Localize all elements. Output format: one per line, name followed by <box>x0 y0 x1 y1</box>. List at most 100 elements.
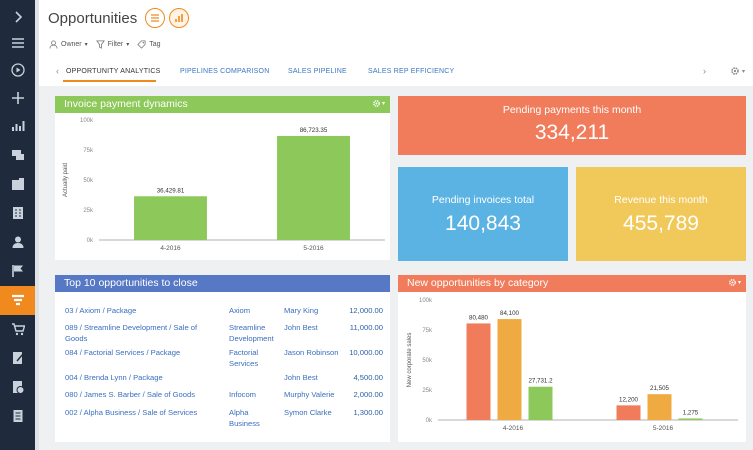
bar-value-label: 84,100 <box>500 310 519 317</box>
plus-icon <box>11 91 24 104</box>
nav-contracts[interactable] <box>0 343 35 372</box>
x-tick-label: 4-2016 <box>160 245 181 252</box>
list-view-button[interactable] <box>145 8 165 28</box>
filter-label: Filter <box>107 41 124 48</box>
menu-icon <box>11 37 24 48</box>
contact-link[interactable]: Jason Robinson <box>284 348 339 357</box>
person-icon <box>49 40 58 49</box>
opportunity-link[interactable]: 089 / Streamline Development / Sale of G… <box>65 323 198 343</box>
pending-invoices-value: 140,843 <box>445 212 521 235</box>
tabs-scroll-right-icon[interactable]: › <box>703 66 706 76</box>
account-link[interactable]: Alpha Business <box>229 408 260 428</box>
tag-icon <box>137 40 146 49</box>
invoice-chart: 0k 25k 50k 75k 100k Actually paid 4-2016 5-2016… <box>63 118 385 252</box>
nav-leads[interactable] <box>0 256 35 285</box>
nav-invoices[interactable] <box>0 372 35 401</box>
amount-value: 10,000.00 <box>349 348 383 357</box>
nav-accounts[interactable] <box>0 198 35 227</box>
contact-link[interactable]: John Best <box>284 373 318 382</box>
bar <box>678 418 703 420</box>
chevron-down-icon: ▾ <box>381 101 385 107</box>
bar-chart-icon <box>11 120 24 131</box>
contact-link[interactable]: Mary King <box>284 306 319 315</box>
filter-dropdown[interactable]: Filter ▾ <box>95 40 129 49</box>
invoice-panel-header: Invoice payment dynamics ▾ <box>55 96 390 113</box>
contact-link[interactable]: Murphy Valerie <box>284 390 335 399</box>
opportunity-link[interactable]: 080 / James S. Barber / Sale of Goods <box>65 390 196 399</box>
revenue-value: 455,789 <box>623 212 699 235</box>
sidebar-divider <box>35 0 39 450</box>
tab-pipelines-comparison[interactable]: PIPELINES COMPARISON <box>180 68 270 75</box>
account-link[interactable]: Axiom <box>229 306 251 315</box>
nav-opportunities[interactable] <box>0 286 35 315</box>
bar <box>616 405 641 420</box>
x-tick-label: 5-2016 <box>653 425 674 432</box>
bar <box>277 135 350 240</box>
nav-contacts[interactable] <box>0 169 35 198</box>
y-tick-label: 100k <box>80 118 94 124</box>
bar-value-label: 1,275 <box>683 409 699 416</box>
opportunity-link[interactable]: 002 / Alpha Business / Sale of Services <box>65 408 198 417</box>
pending-payments-label: Pending payments this month <box>502 104 642 116</box>
nav-documents[interactable] <box>0 401 35 430</box>
funnel-icon <box>95 40 105 49</box>
account-link[interactable]: Factorial Services <box>229 348 259 368</box>
nav-orders[interactable] <box>0 314 35 343</box>
nav-analytics[interactable] <box>0 111 35 140</box>
top-opportunities-panel: Top 10 opportunities to close 03 / Axiom… <box>55 275 390 442</box>
analytics-view-button[interactable] <box>169 8 189 28</box>
account-link[interactable]: Streamline Development <box>229 323 274 343</box>
y-axis-label: New corporate sales <box>407 333 413 388</box>
edit-document-icon <box>12 351 24 364</box>
tabs-settings-button[interactable]: ▾ <box>730 66 745 76</box>
opportunity-link[interactable]: 004 / Brenda Lynn / Package <box>65 373 163 382</box>
opportunity-link[interactable]: 03 / Axiom / Package <box>65 306 137 315</box>
add-button[interactable] <box>0 83 35 112</box>
bar-value-label: 27,731.2 <box>528 378 553 385</box>
invoice-icon <box>12 380 24 394</box>
y-tick-label: 75k <box>422 328 433 334</box>
y-tick-label: 0k <box>87 238 94 244</box>
amount-value: 4,500.00 <box>353 373 383 382</box>
nav-contact[interactable] <box>0 227 35 256</box>
contact-link[interactable]: John Best <box>284 323 318 332</box>
category-chart: 0k 25k 50k 75k 100k New corporate sales 4-2016… <box>407 298 738 432</box>
category-panel-settings[interactable]: ▾ <box>728 278 741 287</box>
run-process-button[interactable] <box>0 55 35 84</box>
invoice-payment-panel: Invoice payment dynamics ▾ 0k 25k 50k 75k 10… <box>55 96 390 260</box>
amount-value: 2,000.00 <box>353 390 383 399</box>
tab-opportunity-analytics[interactable]: OPPORTUNITY ANALYTICS <box>66 68 161 75</box>
y-tick-label: 25k <box>422 388 433 394</box>
bar <box>466 323 491 420</box>
y-tick-label: 50k <box>83 178 94 184</box>
gear-icon <box>373 100 380 107</box>
invoice-panel-title: Invoice payment dynamics <box>64 98 188 110</box>
chevron-right-icon <box>14 10 22 23</box>
invoice-panel-settings[interactable]: ▾ <box>372 99 385 108</box>
tag-filter[interactable]: Tag <box>137 40 161 49</box>
tab-sales-rep-efficiency[interactable]: SALES REP EFFICIENCY <box>368 68 455 75</box>
cart-icon <box>11 322 25 335</box>
pending-payments-card: Pending payments this month 334,211 <box>398 96 746 155</box>
nav-feed[interactable] <box>0 140 35 169</box>
tab-sales-pipeline[interactable]: SALES PIPELINE <box>288 68 347 75</box>
bar-value-label: 21,505 <box>650 385 669 392</box>
page-header: Opportunities Owner ▾ Filter ▾ Tag ‹ OPP… <box>39 0 753 86</box>
bar <box>497 319 522 420</box>
tabs-scroll-left-icon[interactable]: ‹ <box>56 66 59 76</box>
amount-value: 11,000.00 <box>349 323 383 332</box>
owner-filter[interactable]: Owner ▾ <box>49 40 88 49</box>
menu-button[interactable] <box>0 28 35 57</box>
category-panel-title: New opportunities by category <box>407 277 549 289</box>
left-nav <box>0 0 35 450</box>
contact-link[interactable]: Symon Clarke <box>284 408 332 417</box>
y-tick-label: 75k <box>83 148 94 154</box>
bar-value-label: 86,723.35 <box>300 127 328 134</box>
account-link[interactable]: Infocom <box>229 390 257 399</box>
flag-icon <box>11 264 23 277</box>
list-icon <box>151 14 159 22</box>
play-icon <box>10 62 25 77</box>
expand-nav-button[interactable] <box>0 2 35 31</box>
opportunity-link[interactable]: 084 / Factorial Services / Package <box>65 348 181 357</box>
category-panel: New opportunities by category ▾ 0k 25k 50k… <box>398 275 746 442</box>
